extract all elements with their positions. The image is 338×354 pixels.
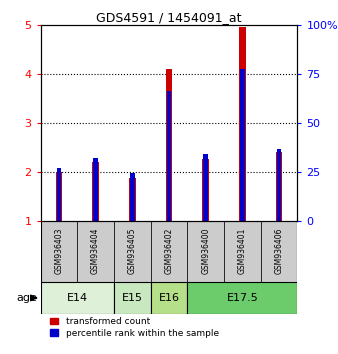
Bar [129,178,136,221]
Bar [240,69,245,221]
Bar [239,27,246,221]
Title: GDS4591 / 1454091_at: GDS4591 / 1454091_at [96,11,242,24]
Bar [187,221,224,282]
Bar [151,221,187,282]
Bar [202,159,209,221]
Text: GSM936400: GSM936400 [201,228,210,274]
Text: GSM936404: GSM936404 [91,228,100,274]
Text: GSM936405: GSM936405 [128,228,137,274]
Bar [114,221,151,282]
Bar [92,162,99,221]
Bar [130,173,135,221]
Bar [224,221,261,282]
Text: GSM936406: GSM936406 [274,228,284,274]
Bar [261,221,297,282]
Legend: transformed count, percentile rank within the sample: transformed count, percentile rank withi… [50,317,219,338]
Bar [93,159,98,221]
Text: GSM936401: GSM936401 [238,228,247,274]
Text: GSM936403: GSM936403 [54,228,64,274]
Text: age: age [16,293,37,303]
Bar [203,154,208,221]
Bar [57,168,61,221]
Text: E17.5: E17.5 [226,293,258,303]
Bar [114,282,151,314]
Bar [151,282,187,314]
Bar [187,282,297,314]
Text: E15: E15 [122,293,143,303]
Text: E16: E16 [159,293,179,303]
Bar [166,69,172,221]
Bar [41,282,114,314]
Bar [77,221,114,282]
Bar [41,221,77,282]
Bar [277,149,281,221]
Text: E14: E14 [67,293,88,303]
Bar [56,172,62,221]
Bar [276,152,282,221]
Bar [167,91,171,221]
Text: GSM936402: GSM936402 [165,228,173,274]
